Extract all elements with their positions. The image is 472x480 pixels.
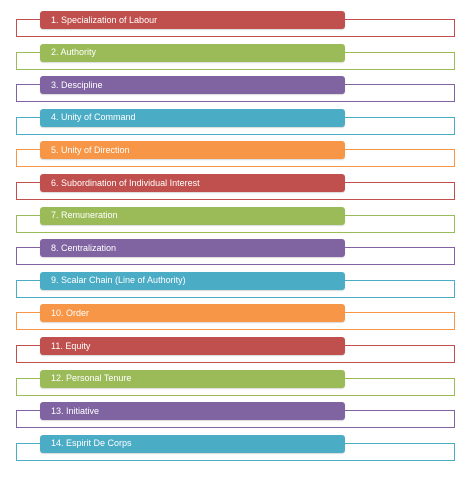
item-label: 2. Authority xyxy=(51,47,97,58)
item-bar: 2. Authority xyxy=(40,43,345,62)
item-bar: 14. Espirit De Corps xyxy=(40,434,345,453)
list-item: 7. Remuneration xyxy=(0,206,472,240)
item-bar: 8. Centralization xyxy=(40,239,345,258)
item-bar: 3. Descipline xyxy=(40,76,345,95)
item-bar: 7. Remuneration xyxy=(40,206,345,225)
item-label: 6. Subordination of Individual Interest xyxy=(51,177,200,188)
item-bar: 11. Equity xyxy=(40,337,345,355)
item-bar: 10. Order xyxy=(40,304,345,323)
item-label: 4. Unity of Command xyxy=(51,112,136,123)
list-item: 5. Unity of Direction xyxy=(0,141,472,174)
item-bar: 1. Specialization of Labour xyxy=(40,11,345,29)
item-label: 11. Equity xyxy=(51,340,91,351)
item-label: 9. Scalar Chain (Line of Authority) xyxy=(51,275,186,286)
list-item: 13. Initiative xyxy=(0,402,472,435)
item-label: 12. Personal Tenure xyxy=(51,373,132,384)
list-item: 1. Specialization of Labour xyxy=(0,11,472,44)
list-item: 8. Centralization xyxy=(0,239,472,272)
item-bar: 12. Personal Tenure xyxy=(40,369,345,388)
item-label: 13. Initiative xyxy=(51,405,100,416)
item-label: 3. Descipline xyxy=(51,79,103,90)
list-item: 10. Order xyxy=(0,304,472,337)
item-label: 5. Unity of Direction xyxy=(51,144,130,155)
list-item: 3. Descipline xyxy=(0,76,472,109)
list-item: 6. Subordination of Individual Interest xyxy=(0,174,472,207)
item-label: 7. Remuneration xyxy=(51,210,118,221)
list-item: 2. Authority xyxy=(0,43,472,77)
item-bar: 4. Unity of Command xyxy=(40,108,345,127)
list-item: 14. Espirit De Corps xyxy=(0,434,472,468)
item-bar: 9. Scalar Chain (Line of Authority) xyxy=(40,271,345,290)
item-label: 1. Specialization of Labour xyxy=(51,14,158,25)
list-item: 11. Equity xyxy=(0,337,472,370)
item-label: 14. Espirit De Corps xyxy=(51,438,132,449)
item-bar: 13. Initiative xyxy=(40,402,345,421)
item-label: 8. Centralization xyxy=(51,242,117,253)
list-item: 4. Unity of Command xyxy=(0,108,472,142)
item-bar: 5. Unity of Direction xyxy=(40,141,345,160)
list-item: 12. Personal Tenure xyxy=(0,369,472,403)
item-label: 10. Order xyxy=(51,307,90,318)
item-bar: 6. Subordination of Individual Interest xyxy=(40,174,345,192)
list-item: 9. Scalar Chain (Line of Authority) xyxy=(0,271,472,305)
